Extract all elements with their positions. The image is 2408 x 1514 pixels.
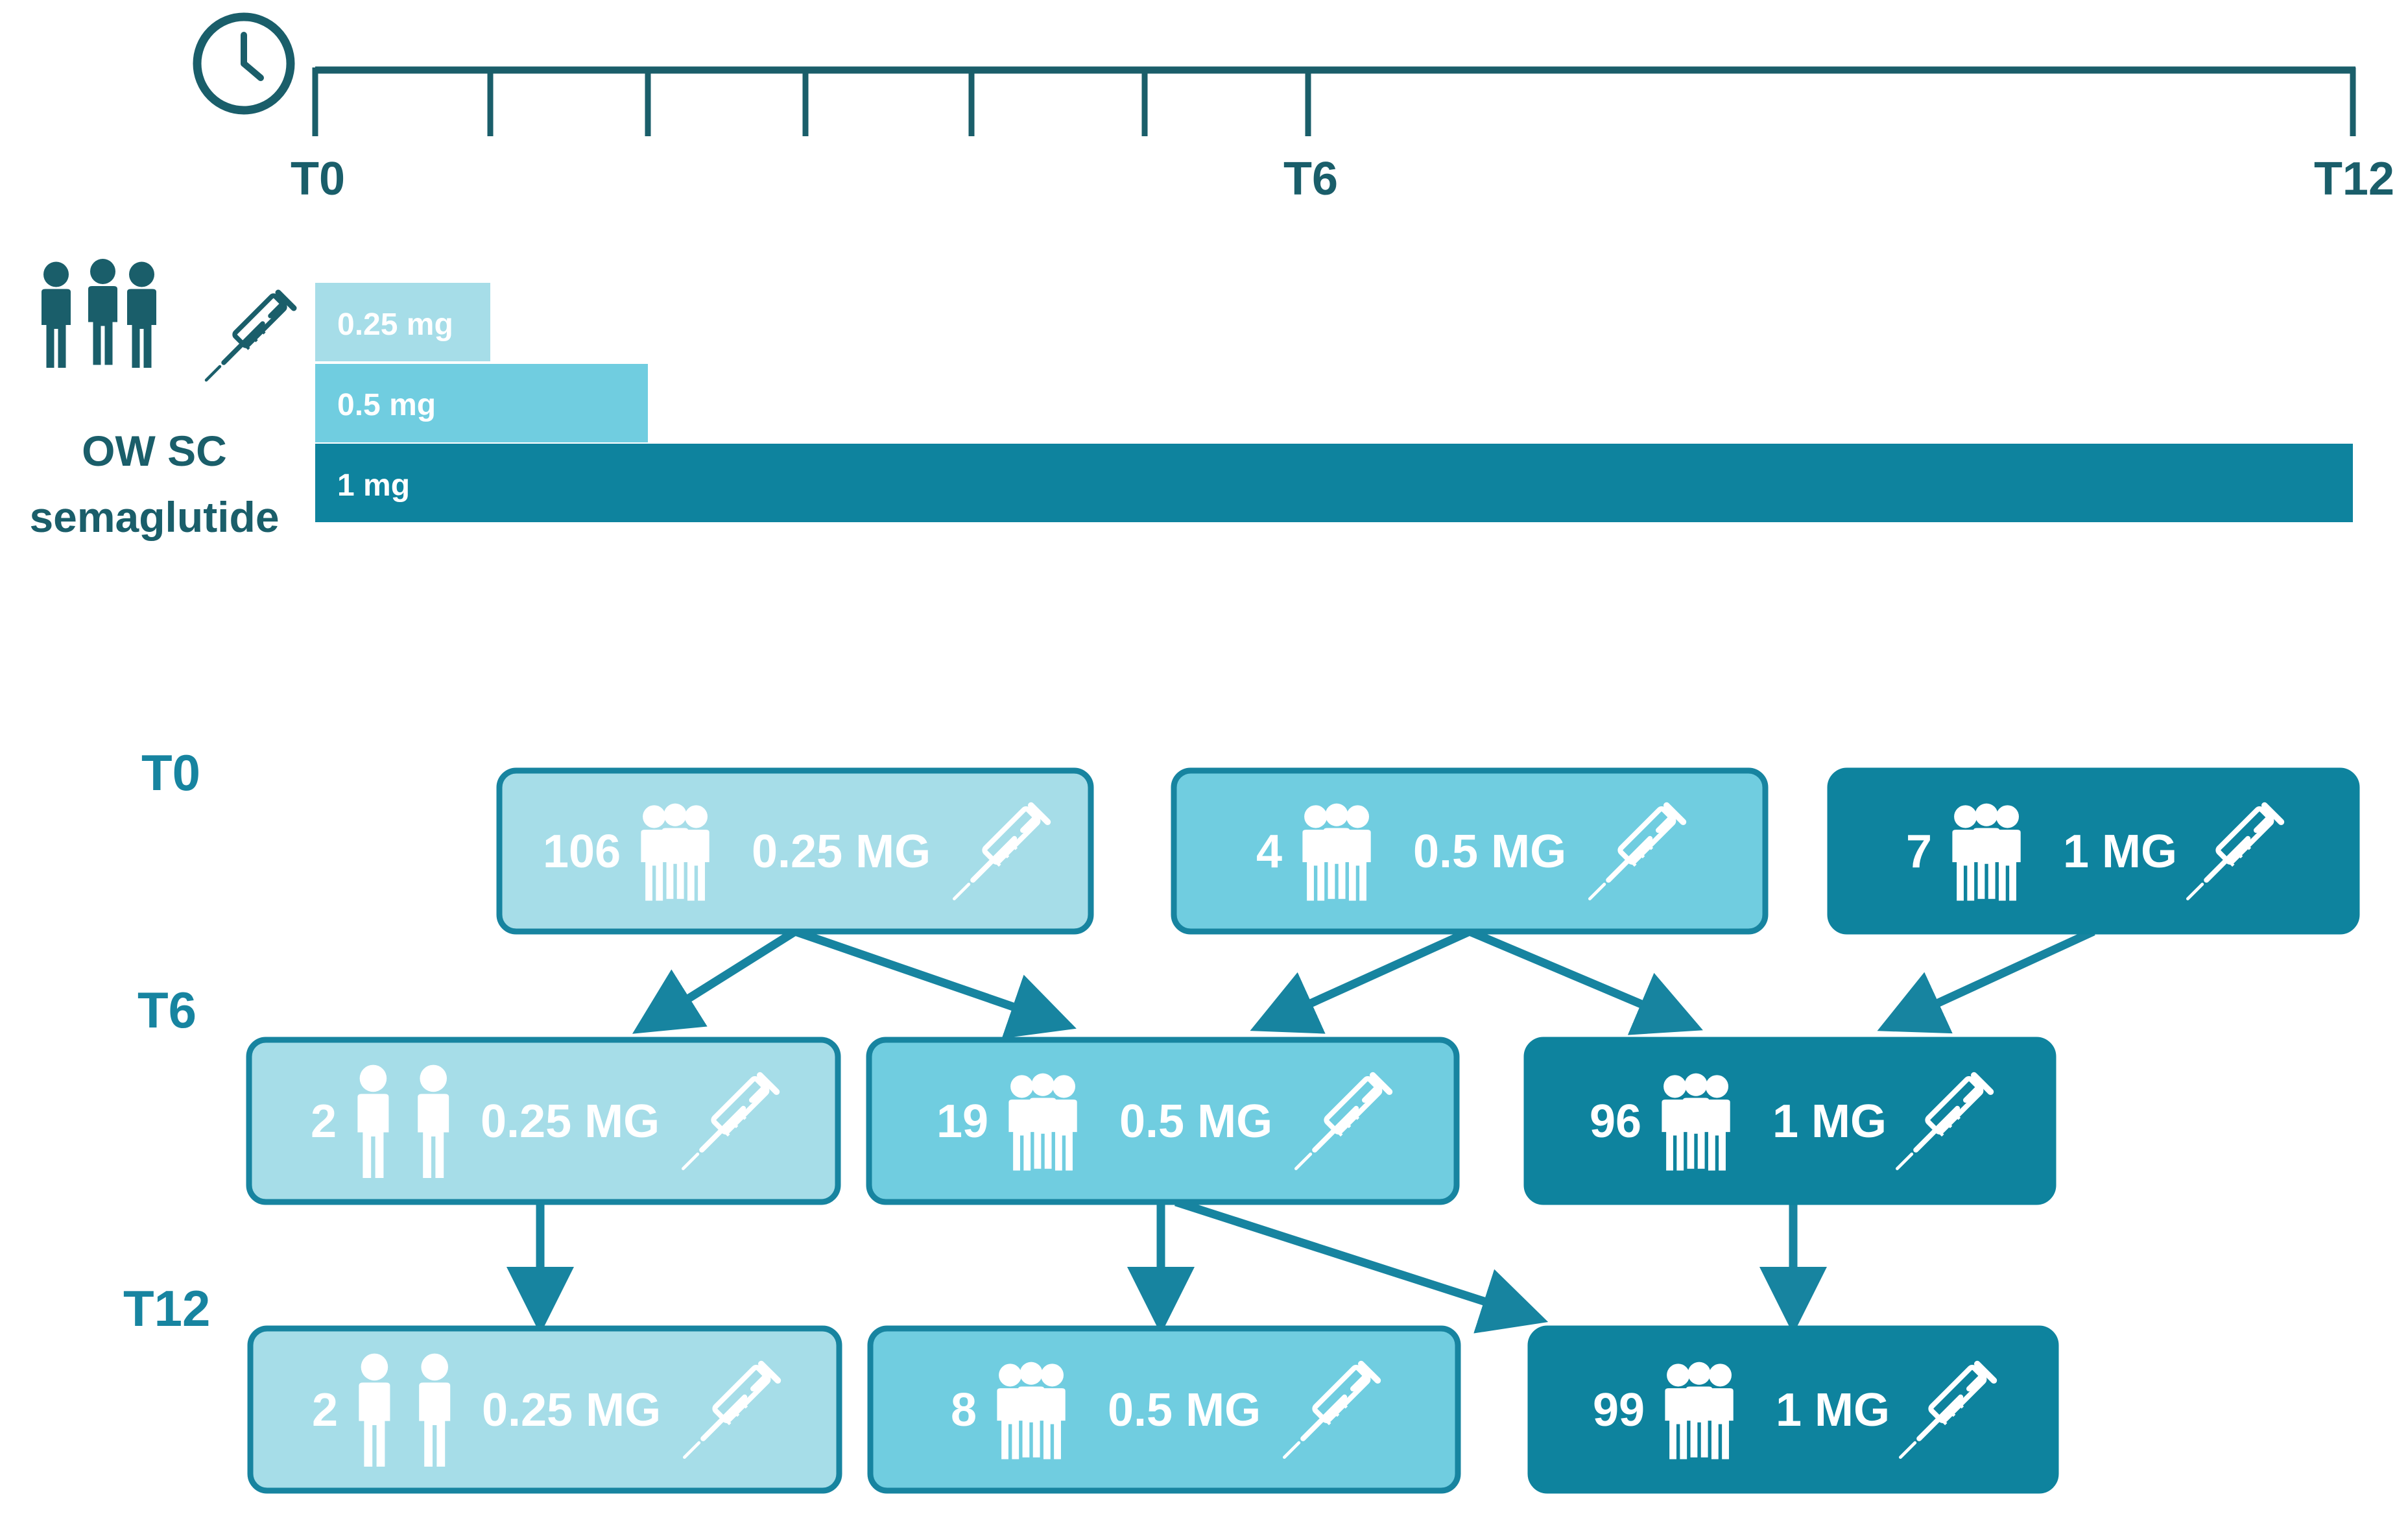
timeline-label-t12: T12 [2314,153,2394,205]
timeline-ticks [312,67,2356,136]
dose-label: 0.5 MG [1119,1096,1272,1148]
dose-bar-0.25mg [315,283,490,361]
dose-bar-1mg [315,444,2353,522]
people-group-icon [42,259,156,368]
dosing-regimen: OW SC semaglutide 0.25 mg 0.5 mg 1 mg [29,259,2353,541]
patient-count: 19 [936,1096,988,1148]
cohort-node-t12-0.25mg: 2 0.25 MG [247,1325,842,1494]
transition-arrow [1877,928,2095,1034]
stage-label-t6: T6 [137,981,197,1039]
cohort-box [1527,1325,2059,1494]
dose-label: 0.5 MG [1108,1384,1261,1436]
patient-count: 2 [311,1096,337,1148]
transition-arrow [1250,928,1472,1034]
transition-arrow [1468,928,1703,1035]
dose-label: 1 MG [1772,1096,1887,1148]
stage-label-t0: T0 [141,744,200,801]
timeline-label-t0: T0 [291,153,345,205]
dose-bar-label-1mg: 1 mg [337,468,410,503]
transition-arrow [1174,1197,1549,1334]
cohort-node-t0-0.25mg: 106 0.25 MG [496,767,1094,935]
syringe-icon [206,293,294,380]
patient-count: 96 [1590,1096,1641,1148]
patient-count: 8 [951,1384,977,1436]
patient-count: 2 [312,1384,338,1436]
dose-label: 0.25 MG [482,1384,661,1436]
cohort-node-t6-0.25mg: 2 0.25 MG [246,1037,841,1205]
dose-label: 0.25 MG [481,1096,660,1148]
cohort-nodes: 106 0.25 MG 4 0.5 MG 7 1 MG 2 0.25 MG 19 0.5 MG 96… [246,767,2360,1494]
cohort-node-t0-1mg: 7 1 MG [1827,767,2360,935]
patient-count: 106 [543,826,621,878]
dose-label: 1 MG [1776,1384,1890,1436]
cohort-node-t0-0.5mg: 4 0.5 MG [1171,767,1769,935]
cohort-node-t12-0.5mg: 8 0.5 MG [867,1325,1461,1494]
dose-bar-label-0.5mg: 0.5 mg [337,388,436,422]
patient-flow: T0 T6 T12 106 0.25 MG 4 0.5 MG 7 1 MG 2 0.25 MG… [123,744,2360,1494]
cohort-node-t6-1mg: 96 1 MG [1523,1037,2056,1205]
drug-label-line2: semaglutide [29,493,279,541]
timeline-label-t6: T6 [1283,153,1338,205]
cohort-node-t6-0.5mg: 19 0.5 MG [866,1037,1460,1205]
timeline: T0 T6 T12 [193,12,2394,205]
patient-count: 7 [1906,826,1932,878]
transition-arrows [507,927,2095,1334]
patient-count: 4 [1256,826,1282,878]
transition-arrow [793,927,1077,1039]
dose-bar-0.5mg [315,364,648,442]
dose-label: 0.5 MG [1413,826,1566,878]
transition-arrow [632,928,798,1034]
cohort-box [1523,1037,2056,1205]
patient-count: 99 [1593,1384,1645,1436]
dose-label: 1 MG [2063,826,2177,878]
dose-label: 0.25 MG [752,826,931,878]
dose-bar-label-0.25mg: 0.25 mg [337,307,453,342]
drug-label-line1: OW SC [82,427,227,475]
clock-icon [193,12,295,115]
stage-label-t12: T12 [123,1280,210,1337]
cohort-node-t12-1mg: 99 1 MG [1527,1325,2059,1494]
